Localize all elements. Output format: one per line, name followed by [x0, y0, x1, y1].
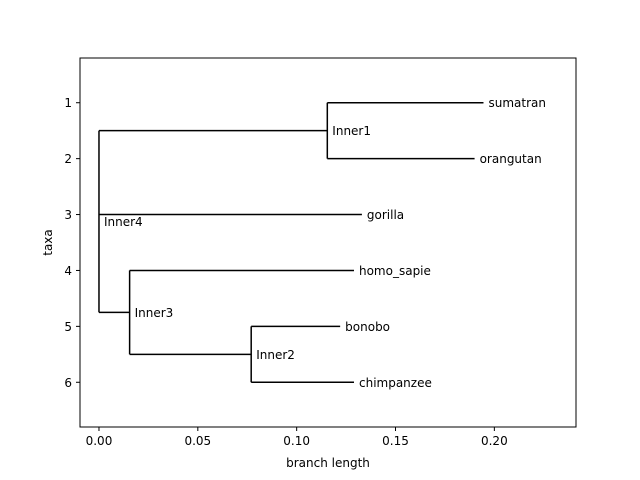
y-tick-label: 4 [64, 264, 72, 278]
node-label-inner3: Inner3 [135, 306, 174, 320]
node-label-gorilla: gorilla [367, 208, 404, 222]
node-label-orangutan: orangutan [480, 152, 542, 166]
node-label-homo_sapie: homo_sapie [359, 264, 431, 278]
node-label-inner4: Inner4 [104, 215, 143, 229]
node-label-inner1: Inner1 [332, 124, 371, 138]
y-tick-label: 6 [64, 376, 72, 390]
y-axis-label: taxa [41, 229, 55, 256]
y-tick-label: 2 [64, 152, 72, 166]
x-tick-label: 0.10 [283, 434, 310, 448]
node-label-chimpanzee: chimpanzee [359, 376, 432, 390]
tree-branches [98, 101, 484, 384]
node-label-inner2: Inner2 [256, 348, 295, 362]
y-tick-label: 3 [64, 208, 72, 222]
y-tick-label: 5 [64, 320, 72, 334]
x-tick-label: 0.20 [481, 434, 508, 448]
x-axis-label: branch length [286, 456, 370, 470]
node-label-sumatran: sumatran [488, 96, 546, 110]
node-label-bonobo: bonobo [345, 320, 390, 334]
plot-frame [79, 57, 577, 428]
x-axis-ticks: 0.00 0.05 0.10 0.15 0.20 [86, 427, 508, 448]
y-tick-label: 1 [64, 96, 72, 110]
y-axis-ticks: 1 2 3 4 5 6 [64, 96, 80, 390]
x-tick-label: 0.15 [382, 434, 409, 448]
node-labels: Inner4 Inner1 Inner3 Inner2 sumatran oranguta… [104, 96, 546, 390]
x-tick-label: 0.05 [184, 434, 211, 448]
x-tick-label: 0.00 [86, 434, 113, 448]
